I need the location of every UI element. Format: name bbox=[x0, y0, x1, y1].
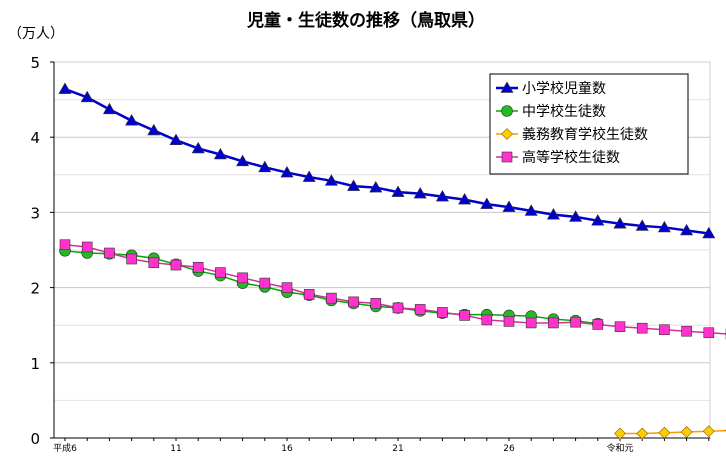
x-tick-label: 令和元 bbox=[606, 442, 633, 454]
data-point bbox=[681, 325, 692, 337]
y-tick-label: 5 bbox=[30, 54, 40, 72]
data-point bbox=[169, 133, 183, 146]
data-point bbox=[413, 186, 427, 199]
data-point bbox=[680, 223, 694, 236]
data-point bbox=[503, 316, 515, 327]
data-point bbox=[613, 217, 627, 229]
data-point bbox=[102, 102, 116, 115]
legend-label: 高等学校生徒数 bbox=[522, 149, 620, 166]
data-point bbox=[636, 322, 648, 334]
data-point bbox=[147, 123, 161, 136]
series-3 bbox=[59, 239, 726, 340]
y-tick-label: 1 bbox=[30, 355, 40, 373]
data-point bbox=[570, 316, 581, 328]
data-point bbox=[391, 185, 405, 197]
data-point bbox=[81, 241, 93, 253]
data-point bbox=[635, 219, 649, 231]
data-point bbox=[501, 151, 513, 163]
y-tick-label: 3 bbox=[30, 204, 40, 222]
x-tick-label: 平成6 bbox=[53, 442, 77, 454]
data-point bbox=[658, 426, 671, 439]
legend-label: 中学校生徒数 bbox=[522, 103, 606, 120]
data-point bbox=[59, 239, 71, 251]
axes bbox=[50, 61, 711, 441]
data-point bbox=[191, 141, 205, 154]
x-tick-label: 16 bbox=[281, 444, 293, 454]
data-point bbox=[680, 426, 693, 438]
data-point bbox=[213, 147, 227, 160]
data-point bbox=[636, 427, 649, 440]
data-point bbox=[392, 302, 404, 314]
data-point bbox=[702, 226, 716, 239]
data-point bbox=[348, 296, 359, 308]
x-tick-label: 26 bbox=[503, 444, 515, 454]
data-point bbox=[501, 105, 513, 117]
series-2 bbox=[614, 425, 726, 440]
data-point bbox=[459, 310, 470, 321]
data-point bbox=[502, 200, 516, 212]
data-point bbox=[347, 179, 361, 191]
data-point bbox=[657, 220, 671, 233]
data-point bbox=[170, 259, 182, 271]
data-point bbox=[303, 289, 315, 300]
y-tick-label: 4 bbox=[30, 129, 40, 147]
data-point bbox=[524, 204, 538, 216]
data-point bbox=[237, 272, 248, 284]
data-point bbox=[458, 193, 472, 205]
data-point bbox=[500, 81, 514, 93]
series-group bbox=[58, 82, 726, 440]
data-point bbox=[236, 154, 250, 167]
data-point bbox=[369, 180, 383, 193]
x-tick-label: 21 bbox=[392, 444, 403, 454]
data-point bbox=[324, 174, 338, 186]
data-point bbox=[258, 160, 272, 173]
data-point bbox=[501, 128, 513, 140]
data-point bbox=[414, 304, 426, 315]
data-point bbox=[614, 321, 626, 333]
data-point bbox=[435, 190, 449, 202]
data-point bbox=[215, 267, 226, 278]
data-point bbox=[548, 317, 559, 329]
data-point bbox=[192, 261, 204, 273]
x-tick-labels: 平成6 11 16 21 26 令和元 bbox=[53, 442, 633, 454]
data-point bbox=[591, 214, 605, 226]
legend-box bbox=[489, 73, 689, 175]
y-unit-label: （万人） bbox=[8, 26, 64, 42]
data-point bbox=[525, 317, 537, 329]
data-point bbox=[702, 425, 715, 438]
data-point bbox=[569, 210, 583, 222]
data-point bbox=[370, 298, 382, 309]
data-point bbox=[126, 253, 137, 265]
data-point bbox=[659, 324, 670, 336]
data-point bbox=[58, 82, 72, 94]
data-point bbox=[281, 282, 293, 293]
data-point bbox=[703, 327, 715, 339]
data-point bbox=[280, 165, 294, 178]
y-tick-label: 0 bbox=[30, 430, 40, 448]
data-point bbox=[480, 197, 494, 209]
series-0 bbox=[58, 82, 716, 239]
data-point bbox=[326, 292, 337, 304]
legend-label: 小学校児童数 bbox=[522, 80, 606, 97]
legend-label: 義務教育学校生徒数 bbox=[522, 126, 648, 143]
data-point bbox=[125, 114, 139, 126]
chart-title: 児童・生徒数の推移（鳥取県） bbox=[246, 10, 485, 31]
series-line bbox=[64, 243, 726, 335]
y-tick-labels: 0 1 2 3 4 5 bbox=[30, 54, 40, 448]
x-tick-label: 11 bbox=[170, 444, 181, 454]
data-point bbox=[104, 247, 115, 259]
data-point bbox=[546, 208, 560, 220]
data-point bbox=[437, 307, 448, 318]
data-point bbox=[592, 319, 604, 330]
data-point bbox=[302, 170, 316, 182]
y-tick-label: 2 bbox=[30, 280, 40, 298]
data-point bbox=[481, 314, 493, 326]
data-point bbox=[80, 90, 94, 103]
data-point bbox=[148, 257, 160, 269]
data-point bbox=[259, 277, 271, 289]
data-point bbox=[614, 427, 626, 440]
